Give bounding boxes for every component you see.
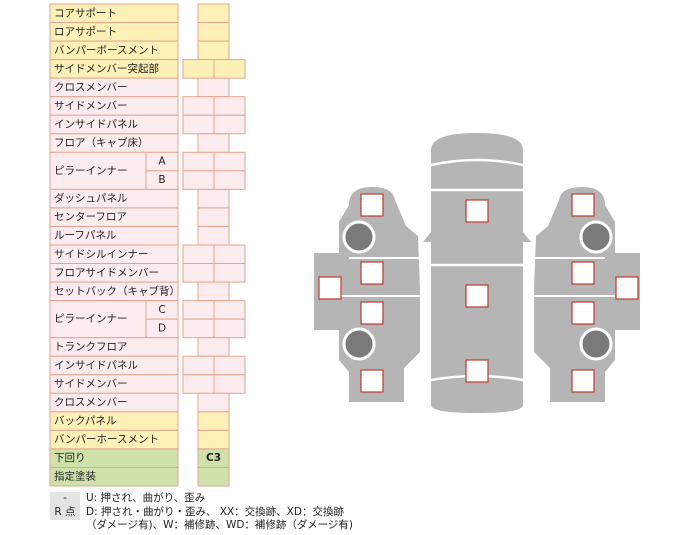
- row-label: サイドメンバー: [54, 378, 128, 390]
- part-label: B: [158, 174, 165, 186]
- row-label: ルーフパネル: [54, 230, 116, 242]
- row-label: 指定塗装: [54, 470, 96, 483]
- part-label: C: [158, 304, 165, 316]
- row-label: バンパーホースメント: [54, 434, 159, 446]
- row-label: クロスメンバー: [54, 81, 128, 93]
- check-cell: [213, 170, 246, 190]
- legend-text: U: 押され、曲がり、歪み: [86, 491, 205, 504]
- legend-text: D: 押され・曲がり・歪み、 XX：交換跡、XD：交換跡: [86, 505, 344, 518]
- row-label: バックパネル: [54, 415, 116, 427]
- row-label: 下回り: [54, 452, 86, 464]
- row-label: ピラーインナー: [54, 165, 128, 177]
- check-cell: [213, 355, 246, 376]
- row-label: センターフロア: [54, 211, 127, 223]
- check-cell: [182, 300, 215, 320]
- check-cell: [213, 300, 246, 320]
- row-label: サイドメンバー突起部: [54, 62, 159, 75]
- row-label: バンパーボースメント: [54, 44, 159, 56]
- check-cell: [182, 59, 215, 79]
- part-label: D: [158, 322, 166, 334]
- check-cell: [197, 411, 230, 431]
- check-cell: [182, 244, 215, 265]
- check-cell: [182, 374, 215, 394]
- row-label: インサイドパネル: [54, 360, 138, 372]
- check-cell: [182, 170, 215, 190]
- check-cell: [197, 207, 230, 227]
- part-label: A: [158, 156, 166, 168]
- check-cell: [197, 40, 230, 61]
- row-label: セットバック（キャブ背）: [54, 284, 180, 297]
- legend-key: -: [63, 492, 67, 504]
- row-label: インサイドパネル: [54, 119, 138, 131]
- row-label: フロア（キャブ床）: [54, 136, 149, 149]
- row-label-cell: [49, 300, 147, 339]
- row-label: ロアサポート: [54, 26, 117, 38]
- row-label-cell: [49, 466, 179, 487]
- check-cell: [182, 151, 215, 172]
- check-cell: [213, 318, 246, 339]
- check-cell: [197, 22, 230, 42]
- check-cell: [197, 429, 230, 450]
- row-label: コアサポート: [54, 7, 117, 19]
- row-label: トランクフロア: [54, 341, 128, 353]
- legend-key-bg: [50, 492, 80, 520]
- row-label: クロスメンバー: [54, 397, 128, 409]
- check-cell: [197, 337, 230, 357]
- legend-text: （ダメージ有)、W：補修跡、WD：補修跡（ダメージ有): [86, 518, 353, 531]
- check-cell: [182, 114, 215, 135]
- check-cell: [197, 225, 230, 246]
- check-cell: [213, 244, 246, 265]
- row-label: サイドメンバー: [54, 100, 128, 112]
- check-value: C3: [206, 452, 221, 464]
- check-cell: [182, 318, 215, 339]
- check-cell: [197, 466, 230, 487]
- check-cell: [213, 263, 246, 283]
- check-cell: [213, 114, 246, 135]
- check-cell: [197, 77, 230, 98]
- check-cell: [182, 263, 215, 283]
- check-cell: [197, 3, 230, 24]
- check-cell: [213, 151, 246, 172]
- check-cell: [213, 96, 246, 116]
- check-cell: [182, 96, 215, 116]
- row-label: フロアサイドメンバー: [54, 267, 159, 279]
- check-cell: [197, 281, 230, 302]
- check-cell: [197, 133, 230, 153]
- check-cell: [213, 59, 246, 79]
- check-cell: [213, 374, 246, 394]
- legend-key: R 点: [54, 506, 75, 518]
- car-diagram: [314, 133, 640, 413]
- row-label: ピラーインナー: [54, 313, 128, 325]
- row-label: サイドシルインナー: [54, 248, 149, 260]
- row-label: ダッシュパネル: [54, 192, 128, 205]
- check-cell: [182, 355, 215, 376]
- check-cell: [197, 392, 230, 413]
- check-cell: [197, 188, 230, 209]
